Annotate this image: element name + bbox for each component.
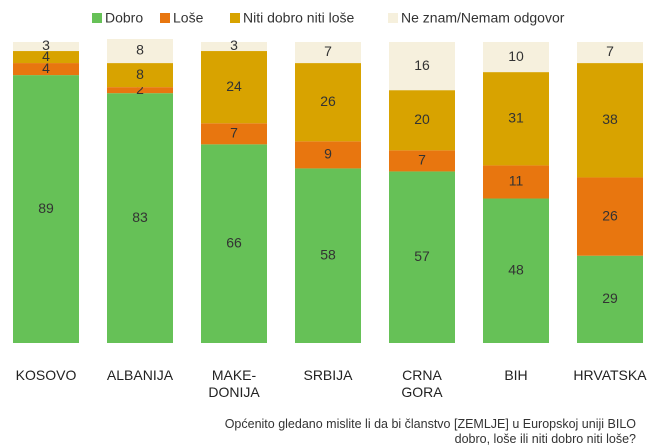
bar-segment [107,38,173,64]
x-tick-label: KOSOVO [15,367,77,383]
bar-segment [577,42,643,64]
bar-segment [201,51,267,124]
x-tick-label: HRVATSKA [573,367,647,383]
value-label: 83 [132,209,148,225]
bar-segment [13,42,79,52]
value-label: 2 [136,81,144,97]
bar-segment [13,63,79,76]
x-tick-label: SRBIJA [303,367,353,383]
value-label: 7 [606,43,614,59]
legend-swatch [230,13,240,23]
bar-segment [295,141,361,169]
footnote: Općenito gledano mislite li da bi članst… [224,417,636,446]
value-label: 38 [602,111,618,127]
legend-swatch [92,13,102,23]
value-label: 7 [418,152,426,168]
legend-label: Loše [173,10,204,26]
value-label: 3 [230,37,238,53]
bar-segment [577,177,643,256]
value-label: 4 [42,48,50,64]
bar-segment [483,165,549,199]
value-label: 8 [136,66,144,82]
bar-segment [389,42,455,91]
legend-swatch [388,13,398,23]
bar-segment [201,144,267,343]
x-tick-label: MAKE- DONIJA [208,367,260,400]
bar-segment [295,168,361,343]
value-label: 7 [324,43,332,59]
value-label: 48 [508,261,524,277]
bar-segment [201,42,267,52]
bar-segment [107,63,173,88]
value-label: 16 [414,57,430,73]
bar-segment [483,198,549,343]
value-label: 11 [509,173,524,189]
value-label: 24 [226,78,242,94]
legend-label: Niti dobro niti loše [243,10,354,26]
value-label: 4 [42,60,50,76]
bar-segment [577,255,643,343]
x-tick-label: BIH [504,367,528,383]
bar-segment [389,150,455,172]
value-label: 9 [324,146,332,162]
value-label: 57 [414,248,430,264]
bar-segment [13,75,79,344]
value-label: 7 [230,125,238,141]
bar-segment [295,63,361,142]
value-label: 20 [414,111,430,127]
value-label: 29 [602,290,618,306]
value-label: 26 [602,207,618,223]
bar-segment [483,72,549,166]
legend-swatch [160,13,170,23]
bar-segment [13,51,79,64]
value-label: 26 [320,93,336,109]
x-tick-label: CRNA GORA [401,367,443,400]
value-label: 89 [38,200,54,216]
bar-segment [483,42,549,73]
value-label: 58 [320,246,336,262]
value-label: 66 [226,234,242,250]
bar-segment [201,123,267,145]
legend-label: Ne znam/Nemam odgovor [401,10,565,26]
bar-segment [389,90,455,151]
bar-segment [577,63,643,178]
legend-label: Dobro [105,10,143,26]
value-label: 10 [508,48,524,64]
x-tick-label: ALBANIJA [106,367,174,383]
bar-segment [107,87,173,94]
bar-segment [389,171,455,343]
bar-segment [107,93,173,343]
value-label: 3 [42,37,50,53]
value-label: 31 [508,109,524,125]
bar-segment [295,42,361,64]
value-label: 8 [136,42,144,58]
